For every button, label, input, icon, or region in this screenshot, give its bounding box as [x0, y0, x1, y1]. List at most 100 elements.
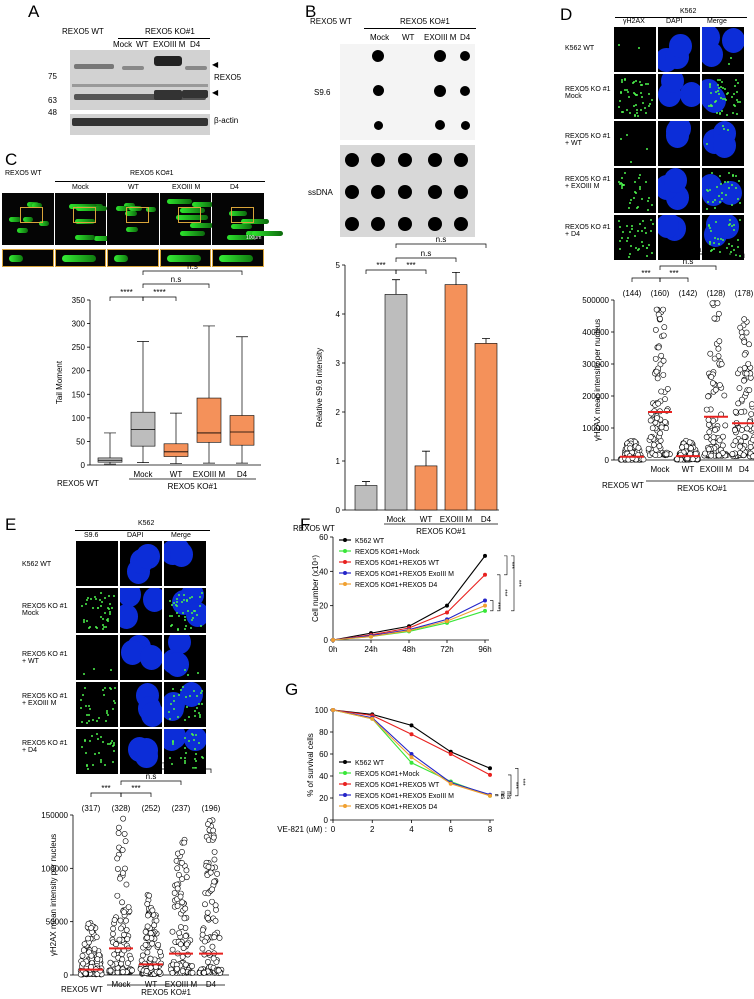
- foci: [81, 720, 84, 723]
- foci: [107, 607, 110, 610]
- foci: [185, 598, 188, 601]
- d-point: [732, 438, 739, 445]
- foci: [184, 736, 187, 739]
- foci: [718, 112, 721, 115]
- d-point: [746, 387, 753, 394]
- foci: [109, 613, 112, 616]
- b-x-tick-label: D4: [481, 515, 492, 524]
- g-point: [409, 723, 414, 728]
- nucleus: [669, 33, 693, 59]
- foci: [732, 175, 735, 178]
- d-x-tick-label: EXOIII M: [700, 465, 733, 474]
- foci: [710, 104, 713, 107]
- comet: [22, 217, 34, 223]
- dotblot-s96-label: S9.6: [314, 88, 331, 97]
- foci: [628, 255, 630, 258]
- panel-label-d: D: [560, 5, 573, 24]
- foci: [646, 83, 649, 86]
- foci: [719, 182, 722, 185]
- foci: [621, 184, 624, 187]
- foci: [622, 231, 625, 234]
- foci: [102, 741, 105, 744]
- foci: [83, 620, 86, 623]
- foci: [638, 187, 641, 190]
- nucleus: [142, 588, 162, 612]
- comet-box: [125, 207, 149, 223]
- micrograph-0-1: [120, 541, 162, 586]
- foci: [622, 111, 625, 114]
- foci: [719, 96, 722, 99]
- d-point: [708, 374, 715, 380]
- foci: [710, 172, 713, 175]
- e-y-tick-label: 100000: [41, 864, 68, 873]
- foci: [97, 752, 100, 755]
- foci: [183, 761, 186, 764]
- foci: [738, 100, 741, 103]
- c-sig-bracket: [142, 270, 243, 275]
- d-sig-label: ***: [641, 269, 650, 278]
- foci: [173, 708, 176, 711]
- foci: [711, 201, 714, 204]
- foci: [171, 603, 174, 606]
- d-point: [741, 339, 748, 345]
- foci: [640, 92, 643, 95]
- blot-mw-75: 75: [48, 72, 57, 81]
- micrograph-2-0: [76, 635, 118, 680]
- micrograph-0-2: [164, 541, 206, 586]
- foci: [648, 103, 651, 106]
- foci: [632, 91, 635, 94]
- g-legend-marker: [343, 804, 347, 808]
- d-point: [686, 439, 693, 446]
- foci: [643, 226, 646, 229]
- d-y-tick-label: 0: [605, 456, 610, 465]
- d-x-tick-label: D4: [739, 465, 750, 474]
- d-point: [715, 310, 722, 317]
- b-group-label-wt: REXO5 WT: [293, 524, 335, 533]
- e-point: [93, 934, 100, 941]
- foci: [706, 201, 709, 204]
- foci: [623, 78, 626, 81]
- micrograph-3-0: [76, 682, 118, 727]
- comet-box: [230, 207, 254, 223]
- b-sig-bracket: [395, 243, 487, 248]
- foci: [637, 205, 640, 208]
- foci: [86, 767, 89, 770]
- foci: [194, 714, 197, 717]
- foci: [637, 47, 640, 50]
- g-point: [448, 781, 453, 786]
- foci: [718, 175, 721, 178]
- foci: [718, 243, 721, 246]
- b-y-tick-label: 5: [336, 261, 341, 270]
- nucleus: [661, 74, 685, 94]
- blot-lane-d4: D4: [190, 40, 201, 49]
- foci: [94, 626, 97, 629]
- foci: [639, 108, 642, 111]
- foci: [191, 596, 194, 599]
- foci: [648, 196, 651, 199]
- nucleus: [136, 544, 160, 570]
- foci: [712, 248, 715, 251]
- foci: [97, 737, 100, 740]
- micrograph-3-0: [614, 168, 656, 213]
- d-point: [715, 345, 722, 352]
- e-point: [85, 935, 91, 942]
- foci: [708, 105, 711, 108]
- foci: [184, 618, 187, 621]
- nucleus: [127, 736, 152, 762]
- d-point: [740, 452, 747, 459]
- foci: [93, 752, 96, 755]
- foci: [632, 80, 635, 83]
- c-x-tick-label: WT: [170, 470, 183, 479]
- foci: [723, 180, 726, 183]
- c-whisker: [104, 432, 116, 465]
- d-point: [716, 382, 723, 388]
- foci: [87, 597, 90, 600]
- micrograph-3-2: [164, 682, 206, 727]
- foci: [192, 616, 195, 619]
- foci: [642, 244, 644, 247]
- c-whisker: [203, 325, 215, 464]
- foci: [87, 626, 90, 629]
- d-point: [721, 392, 728, 399]
- foci: [103, 596, 106, 599]
